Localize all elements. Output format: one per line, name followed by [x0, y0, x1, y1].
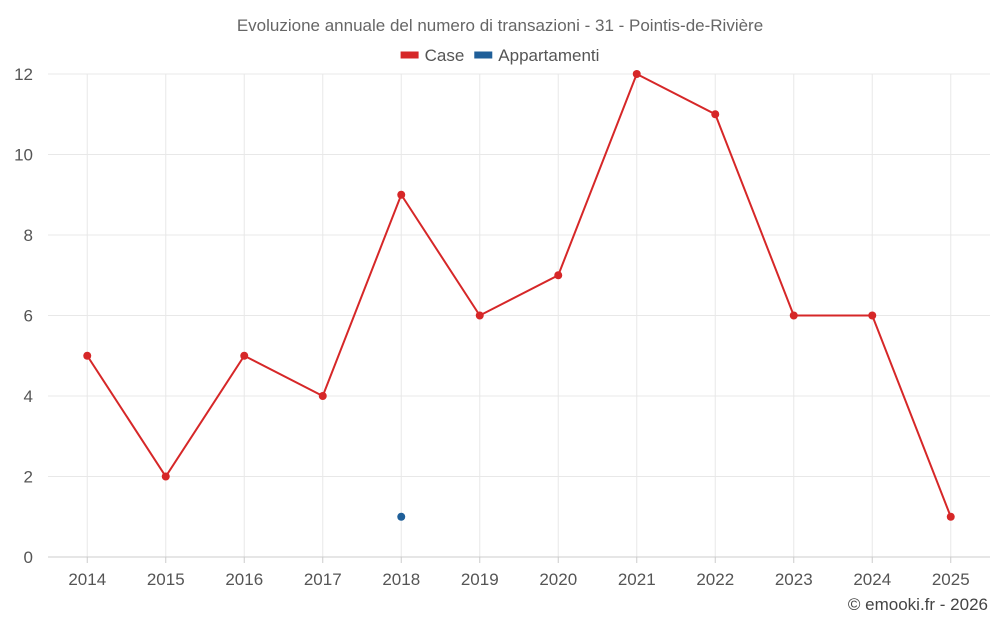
x-axis: 2014 2015 2016 2017 2018 2019 2020 2021 2022 2023… — [68, 557, 970, 589]
data-point[interactable] — [161, 472, 170, 481]
y-axis: 0 2 4 6 8 10 12 — [14, 65, 33, 567]
x-tick-label: 2018 — [382, 570, 420, 589]
series-line — [86, 72, 952, 518]
y-tick-label: 6 — [24, 307, 33, 326]
legend: Case Appartamenti — [400, 46, 599, 65]
chart-title: Evoluzione annuale del numero di transaz… — [237, 16, 763, 35]
legend-label: Case — [425, 46, 465, 65]
credit-text: © emooki.fr - 2026 — [848, 595, 988, 614]
x-tick-label: 2015 — [147, 570, 185, 589]
series-layer — [83, 70, 955, 521]
x-tick-label: 2017 — [304, 570, 342, 589]
data-point[interactable] — [240, 351, 249, 360]
x-tick-label: 2019 — [461, 570, 499, 589]
data-point[interactable] — [318, 392, 327, 400]
legend-swatch[interactable] — [474, 51, 493, 59]
x-tick-label: 2016 — [225, 570, 263, 589]
data-point[interactable] — [946, 512, 955, 521]
data-point[interactable] — [789, 311, 798, 320]
series-appartamenti — [397, 512, 406, 521]
x-tick-label: 2022 — [696, 570, 734, 589]
data-point[interactable] — [83, 351, 92, 360]
data-point[interactable] — [397, 512, 406, 521]
x-tick-label: 2025 — [932, 570, 970, 589]
x-tick-label: 2014 — [68, 570, 106, 589]
x-tick-label: 2023 — [775, 570, 813, 589]
x-tick-label: 2024 — [853, 570, 891, 589]
y-tick-label: 4 — [24, 387, 33, 406]
data-point[interactable] — [868, 311, 877, 320]
series-case — [83, 70, 955, 521]
y-tick-label: 0 — [24, 548, 33, 567]
y-tick-label: 10 — [14, 146, 33, 165]
y-tick-label: 2 — [24, 468, 33, 487]
x-tick-label: 2020 — [539, 570, 577, 589]
x-tick-label: 2021 — [618, 570, 656, 589]
data-point[interactable] — [711, 110, 720, 119]
legend-label: Appartamenti — [498, 46, 599, 65]
data-point[interactable] — [475, 311, 484, 320]
data-point[interactable] — [554, 271, 563, 280]
y-tick-label: 12 — [14, 65, 33, 84]
data-point[interactable] — [632, 70, 641, 78]
y-tick-label: 8 — [24, 226, 33, 245]
data-point[interactable] — [397, 190, 406, 199]
legend-swatch[interactable] — [400, 51, 419, 59]
